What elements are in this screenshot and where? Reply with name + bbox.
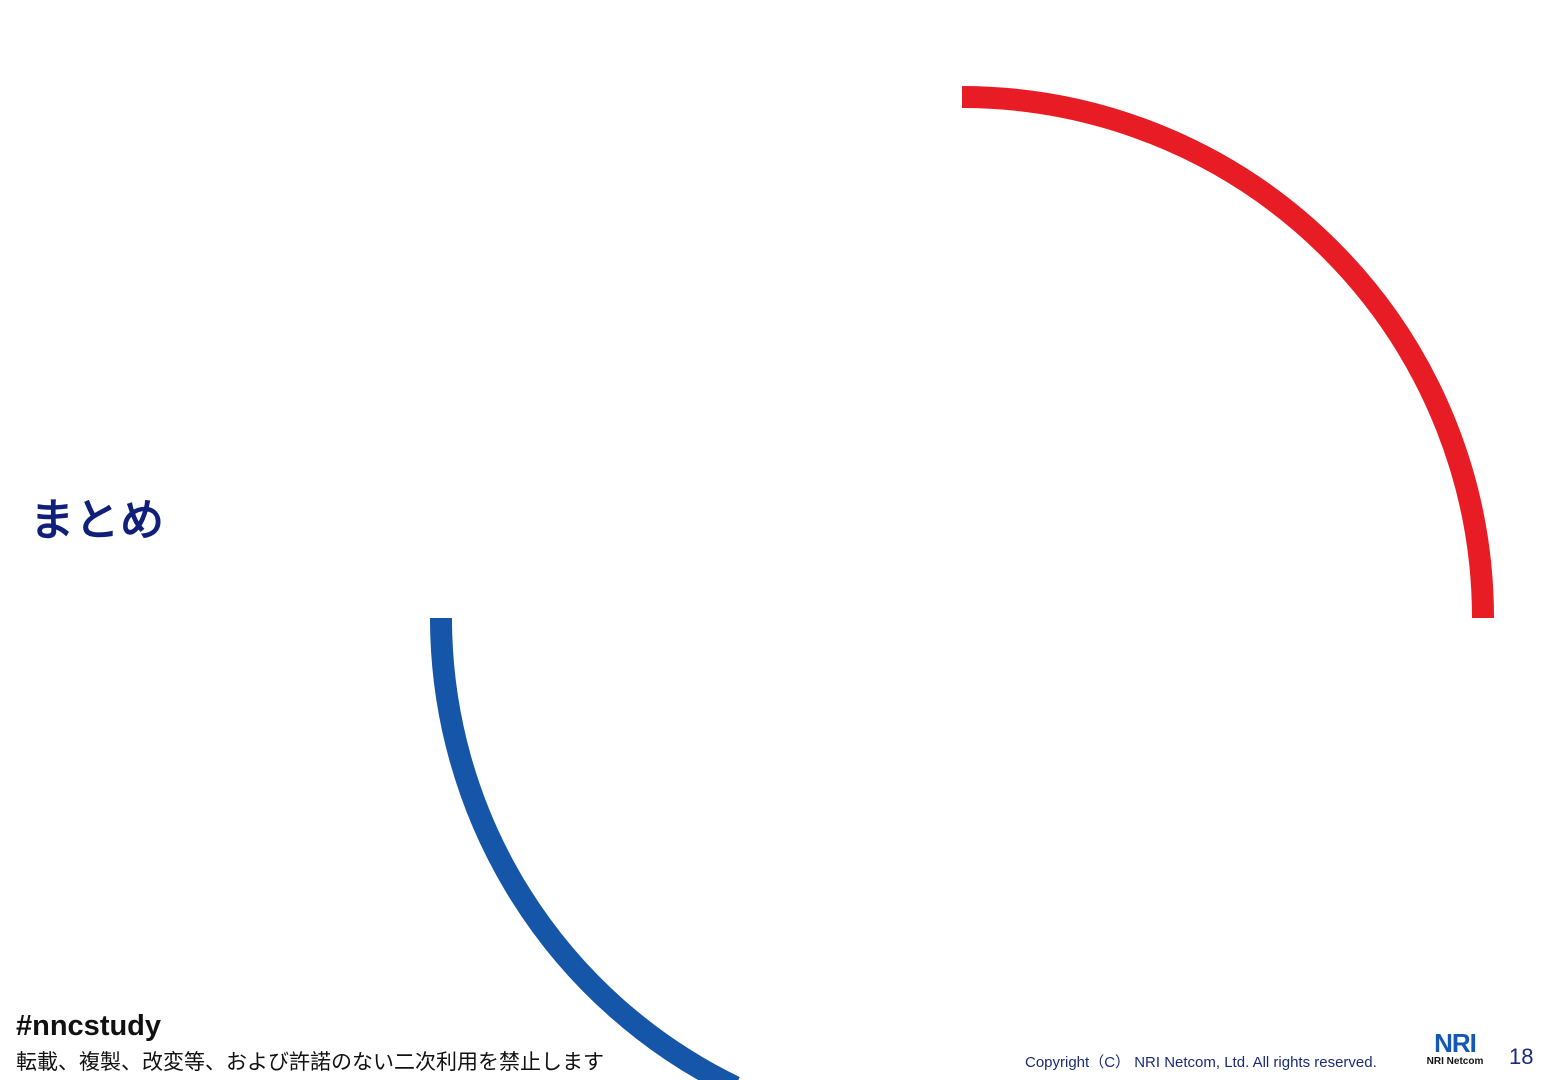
blue-arc (430, 617, 740, 1080)
red-arc (961, 86, 1494, 619)
logo-mark: NRI (1434, 1028, 1477, 1058)
slide-title: まとめ (30, 495, 165, 546)
logo-text: NRI Netcom (1426, 1056, 1484, 1067)
copy-notice: 転載、複製、改変等、および許諾のない二次利用を禁止します (16, 1050, 604, 1074)
copyright-text: Copyright（C） NRI Netcom, Ltd. All rights… (1025, 1054, 1377, 1071)
nri-netcom-logo: NRI NRI Netcom (1420, 1030, 1490, 1068)
page-number: 18 (1509, 1044, 1534, 1069)
hashtag: #nncstudy (16, 1010, 162, 1042)
